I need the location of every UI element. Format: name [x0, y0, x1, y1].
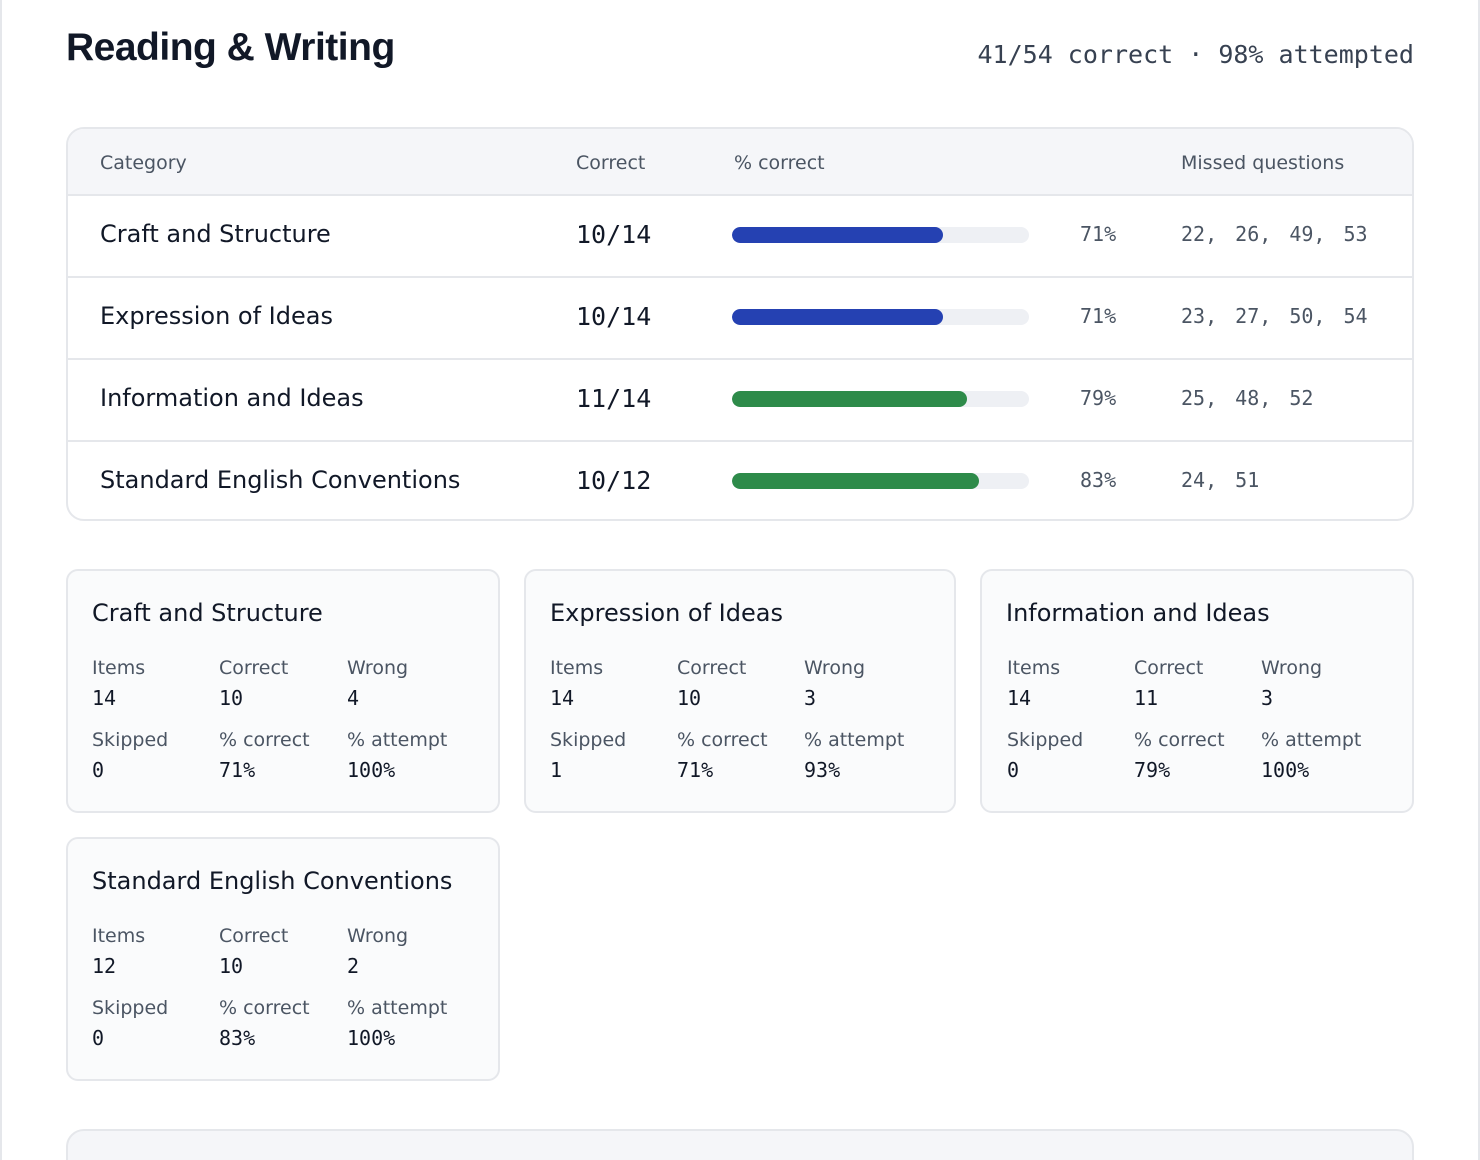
stat-label-pct-correct: % correct	[1134, 729, 1225, 751]
stat-value-wrong: 2	[347, 954, 360, 978]
stat-label-pct-attempt: % attempt	[347, 729, 448, 751]
row-correct: 11/14	[576, 384, 652, 413]
row-missed-questions: 25, 48, 52	[1181, 386, 1314, 410]
column-header-category: Category	[100, 152, 187, 174]
row-pct-correct: 79%	[1080, 386, 1117, 410]
stat-value-pct-attempt: 100%	[347, 758, 396, 782]
stat-label-wrong: Wrong	[804, 657, 866, 679]
row-missed-questions: 23, 27, 50, 54	[1181, 304, 1368, 328]
stat-label-pct-attempt: % attempt	[347, 997, 448, 1019]
stat-label-correct: Correct	[677, 657, 747, 679]
stat-label-wrong: Wrong	[347, 657, 409, 679]
column-header-pct-correct: % correct	[734, 152, 825, 174]
row-pct-correct: 71%	[1080, 304, 1117, 328]
progress-bar-fill	[732, 473, 979, 489]
stat-value-correct: 10	[219, 954, 244, 978]
category-card-craft-and-structure: Craft and Structure Items 14 Correct 10 …	[66, 569, 500, 813]
stat-label-pct-correct: % correct	[677, 729, 768, 751]
stat-label-skipped: Skipped	[92, 997, 169, 1019]
card-title: Information and Ideas	[1006, 599, 1270, 627]
stat-value-skipped: 0	[1007, 758, 1020, 782]
progress-bar-fill	[732, 391, 967, 407]
stat-label-wrong: Wrong	[347, 925, 409, 947]
stat-value-pct-correct: 71%	[219, 758, 256, 782]
category-card-standard-english-conventions: Standard English Conventions Items 12 Co…	[66, 837, 500, 1081]
stat-value-wrong: 4	[347, 686, 360, 710]
stat-value-items: 14	[550, 686, 575, 710]
stat-value-items: 14	[92, 686, 117, 710]
progress-bar-fill	[732, 309, 943, 325]
stat-label-pct-attempt: % attempt	[804, 729, 905, 751]
category-table: Category Correct % correct Missed questi…	[66, 127, 1414, 521]
row-missed-questions: 24, 51	[1181, 468, 1260, 492]
section-header: Reading & Writing 41/54 correct · 98% at…	[66, 26, 1414, 76]
stat-label-items: Items	[1007, 657, 1061, 679]
stat-value-correct: 10	[677, 686, 702, 710]
category-card-information-and-ideas: Information and Ideas Items 14 Correct 1…	[980, 569, 1414, 813]
card-title: Craft and Structure	[92, 599, 323, 627]
row-correct: 10/14	[576, 302, 652, 331]
progress-bar-fill	[732, 227, 943, 243]
table-row: Standard English Conventions 10/12 83% 2…	[68, 440, 1412, 519]
column-header-correct: Correct	[576, 152, 646, 174]
progress-bar	[732, 227, 1029, 243]
stat-label-correct: Correct	[1134, 657, 1204, 679]
stat-label-items: Items	[550, 657, 604, 679]
category-card-expression-of-ideas: Expression of Ideas Items 14 Correct 10 …	[524, 569, 956, 813]
page-title: Reading & Writing	[66, 26, 395, 69]
stat-value-pct-correct: 71%	[677, 758, 714, 782]
stat-value-items: 14	[1007, 686, 1032, 710]
row-missed-questions: 22, 26, 49, 53	[1181, 222, 1368, 246]
stat-value-wrong: 3	[804, 686, 817, 710]
stat-label-skipped: Skipped	[1007, 729, 1084, 751]
stat-value-pct-attempt: 100%	[347, 1026, 396, 1050]
stat-value-skipped: 1	[550, 758, 563, 782]
stat-value-pct-correct: 83%	[219, 1026, 256, 1050]
table-row: Expression of Ideas 10/14 71% 23, 27, 50…	[68, 276, 1412, 358]
stat-label-items: Items	[92, 925, 146, 947]
row-category: Standard English Conventions	[100, 466, 461, 494]
row-correct: 10/14	[576, 220, 652, 249]
score-summary: 41/54 correct · 98% attempted	[977, 40, 1415, 69]
stat-label-pct-correct: % correct	[219, 997, 310, 1019]
stat-value-pct-attempt: 93%	[804, 758, 841, 782]
card-title: Expression of Ideas	[550, 599, 783, 627]
stat-value-skipped: 0	[92, 758, 105, 782]
column-header-missed: Missed questions	[1181, 152, 1345, 174]
stat-value-items: 12	[92, 954, 117, 978]
table-header: Category Correct % correct Missed questi…	[68, 129, 1412, 194]
stat-label-items: Items	[92, 657, 146, 679]
progress-bar	[732, 473, 1029, 489]
stat-label-skipped: Skipped	[92, 729, 169, 751]
question-table-partial	[66, 1129, 1414, 1160]
stat-value-skipped: 0	[92, 1026, 105, 1050]
stat-label-pct-attempt: % attempt	[1261, 729, 1362, 751]
progress-bar	[732, 391, 1029, 407]
stat-label-correct: Correct	[219, 657, 289, 679]
row-category: Information and Ideas	[100, 384, 364, 412]
table-row: Craft and Structure 10/14 71% 22, 26, 49…	[68, 194, 1412, 276]
row-category: Craft and Structure	[100, 220, 331, 248]
stat-label-correct: Correct	[219, 925, 289, 947]
stat-label-wrong: Wrong	[1261, 657, 1323, 679]
row-correct: 10/12	[576, 466, 652, 495]
table-row: Information and Ideas 11/14 79% 25, 48, …	[68, 358, 1412, 440]
stat-value-pct-attempt: 100%	[1261, 758, 1310, 782]
stat-value-correct: 11	[1134, 686, 1159, 710]
progress-bar	[732, 309, 1029, 325]
stat-label-pct-correct: % correct	[219, 729, 310, 751]
row-category: Expression of Ideas	[100, 302, 333, 330]
stat-value-pct-correct: 79%	[1134, 758, 1171, 782]
stat-label-skipped: Skipped	[550, 729, 627, 751]
row-pct-correct: 71%	[1080, 222, 1117, 246]
stat-value-correct: 10	[219, 686, 244, 710]
stat-value-wrong: 3	[1261, 686, 1274, 710]
card-title: Standard English Conventions	[92, 867, 453, 895]
row-pct-correct: 83%	[1080, 468, 1117, 492]
